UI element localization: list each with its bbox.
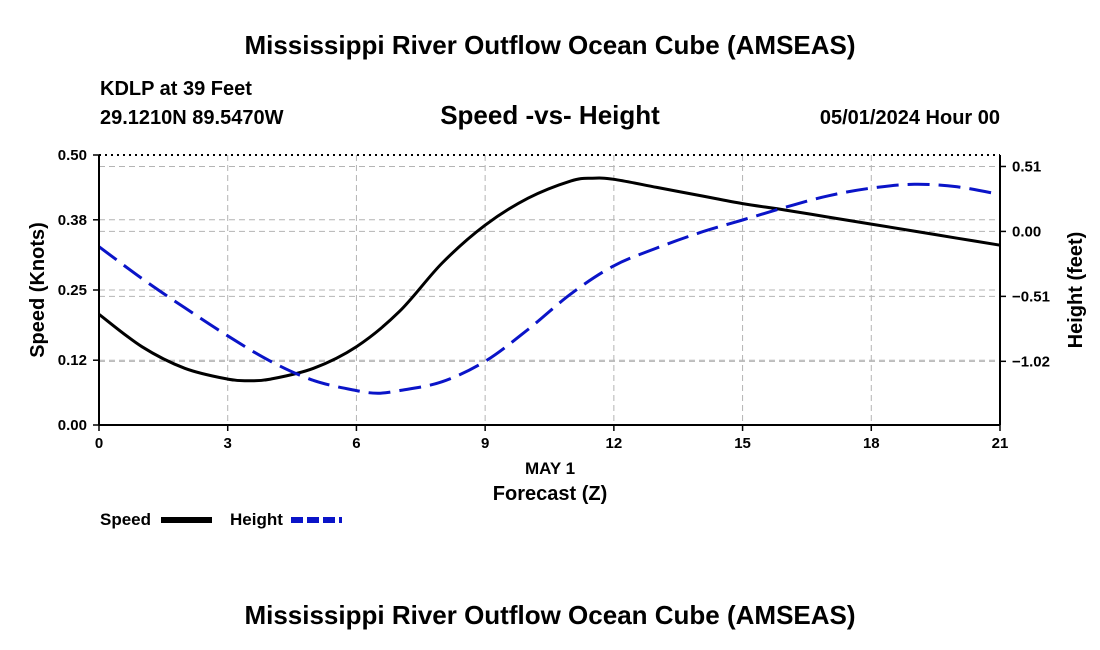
series-lines xyxy=(98,176,1001,395)
y2-axis-label: Height (feet) xyxy=(1065,232,1087,349)
x-tick-label: 3 xyxy=(224,435,232,452)
y-tick-label: 0.50 xyxy=(58,147,87,164)
y-axis-label: Speed (Knots) xyxy=(27,222,49,358)
x-tick-label: 12 xyxy=(606,435,623,452)
x-axis-sublabel: MAY 1 xyxy=(525,459,575,478)
station-coordinates: 29.1210N 89.5470W xyxy=(100,107,284,129)
chart-main-title: Mississippi River Outflow Ocean Cube (AM… xyxy=(244,30,855,60)
legend-speed-label: Speed xyxy=(100,510,151,529)
series-line-height xyxy=(98,182,1001,395)
axis-ticks: 0 3 6 9 12 15 18 21 0.00 0.12 0.25 0.38 0.50 −1.02 −0.… xyxy=(58,147,1050,452)
x-tick-label: 18 xyxy=(863,435,880,452)
footer-title: Mississippi River Outflow Ocean Cube (AM… xyxy=(244,600,855,630)
y2-tick-label: 0.51 xyxy=(1012,158,1041,175)
y2-tick-label: −0.51 xyxy=(1012,288,1050,305)
x-tick-label: 9 xyxy=(481,435,489,452)
x-tick-label: 6 xyxy=(352,435,360,452)
legend: Speed Height xyxy=(100,510,342,529)
plot-frame xyxy=(98,154,1001,426)
forecast-date: 05/01/2024 Hour 00 xyxy=(820,107,1000,129)
y2-tick-label: −1.02 xyxy=(1012,353,1050,370)
station-label: KDLP at 39 Feet xyxy=(100,78,252,100)
series-line-speed xyxy=(98,176,1001,383)
y-tick-label: 0.12 xyxy=(58,352,87,369)
x-tick-label: 21 xyxy=(992,435,1009,452)
y-tick-label: 0.00 xyxy=(58,417,87,434)
legend-height-label: Height xyxy=(230,510,283,529)
x-axis-label: Forecast (Z) xyxy=(493,483,607,505)
y-tick-label: 0.38 xyxy=(58,212,87,229)
y2-tick-label: 0.00 xyxy=(1012,223,1041,240)
grid-lines xyxy=(99,155,1000,425)
chart-subtitle: Speed -vs- Height xyxy=(440,100,660,130)
x-tick-label: 15 xyxy=(734,435,751,452)
x-tick-label: 0 xyxy=(95,435,103,452)
y-tick-label: 0.25 xyxy=(58,282,87,299)
